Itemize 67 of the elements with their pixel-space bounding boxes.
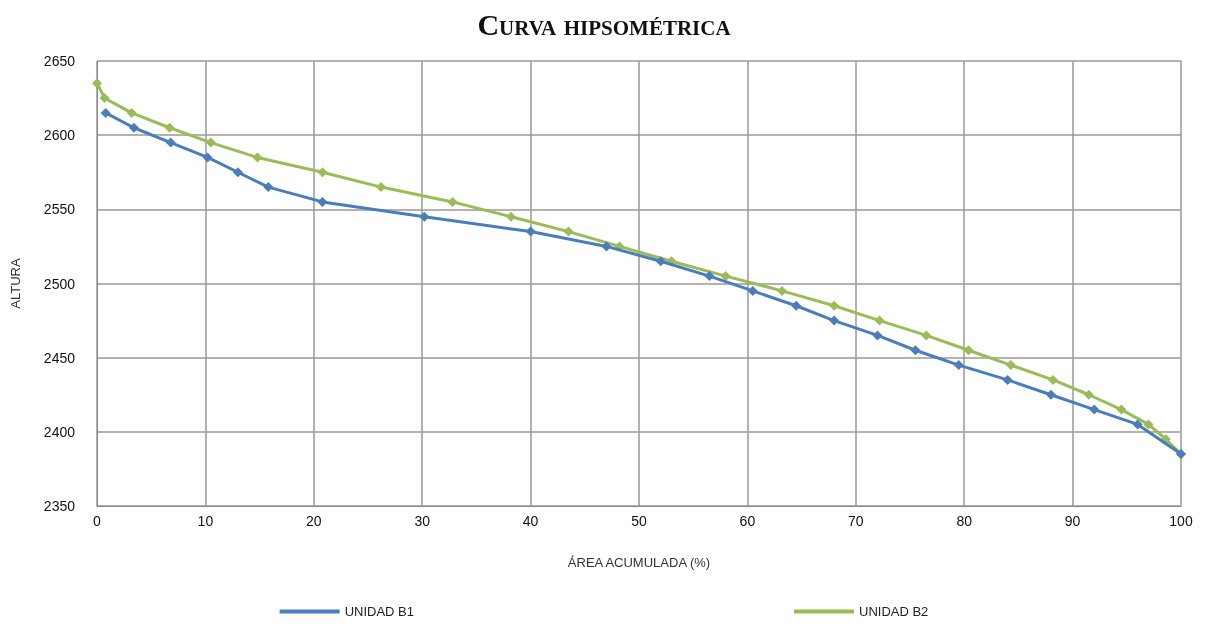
point (921, 330, 932, 341)
point (963, 345, 974, 356)
x-tick-label: 30 (414, 513, 431, 529)
point (1083, 389, 1094, 400)
point (165, 137, 176, 148)
point (655, 256, 666, 267)
point (563, 226, 574, 237)
y-tick-label: 2650 (43, 53, 76, 69)
point (704, 271, 715, 282)
point (205, 137, 216, 148)
point (1005, 360, 1016, 371)
x-axis-title: ÁREA ACUMULADA (%) (567, 555, 711, 570)
x-tick-label: 80 (956, 513, 973, 529)
legend-label: UNIDAD B2 (859, 604, 929, 619)
point (829, 300, 840, 311)
point (92, 78, 102, 89)
point (202, 152, 213, 163)
x-tick-label: 90 (1064, 513, 1081, 529)
point (953, 360, 964, 371)
point (126, 107, 137, 118)
x-tick-label: 100 (1169, 513, 1193, 529)
point (252, 152, 263, 163)
point (419, 211, 430, 222)
point (164, 122, 175, 133)
y-tick-label: 2500 (43, 275, 76, 292)
point (747, 285, 758, 296)
y-tick-label: 2550 (43, 201, 76, 218)
point (317, 196, 328, 207)
x-tick-label: 70 (848, 513, 864, 529)
point (777, 285, 788, 296)
y-tick-label: 2350 (43, 498, 76, 514)
point (447, 196, 458, 207)
point (872, 330, 883, 341)
point (128, 122, 139, 133)
y-tick-label: 2450 (43, 349, 76, 366)
y-tick-label: 2600 (43, 127, 76, 144)
point (1132, 419, 1143, 430)
point (601, 241, 612, 252)
y-tick-label: 2400 (43, 423, 76, 440)
point (910, 345, 921, 356)
point (874, 315, 885, 326)
point (232, 167, 243, 178)
point (317, 167, 328, 178)
y-axis-title: ALTURA (8, 258, 23, 309)
x-tick-label: 0 (93, 513, 102, 529)
point (263, 182, 274, 193)
point (506, 211, 517, 222)
point (99, 93, 110, 104)
point (829, 315, 840, 326)
chart-title: Curva hipsométrica (476, 8, 732, 42)
point (376, 182, 387, 193)
point (1048, 374, 1059, 385)
point (720, 271, 731, 282)
point (1116, 404, 1127, 415)
x-tick-label: 10 (197, 513, 214, 529)
point (525, 226, 536, 237)
point (1143, 419, 1154, 430)
x-tick-label: 20 (306, 513, 322, 529)
point (1089, 404, 1100, 415)
point (100, 107, 111, 118)
x-tick-label: 40 (522, 513, 539, 529)
point (1045, 389, 1056, 400)
legend-label: UNIDAD B1 (344, 604, 415, 619)
point (1002, 374, 1013, 385)
x-tick-label: 60 (739, 513, 756, 529)
point (791, 300, 802, 311)
x-tick-label: 50 (631, 513, 647, 529)
